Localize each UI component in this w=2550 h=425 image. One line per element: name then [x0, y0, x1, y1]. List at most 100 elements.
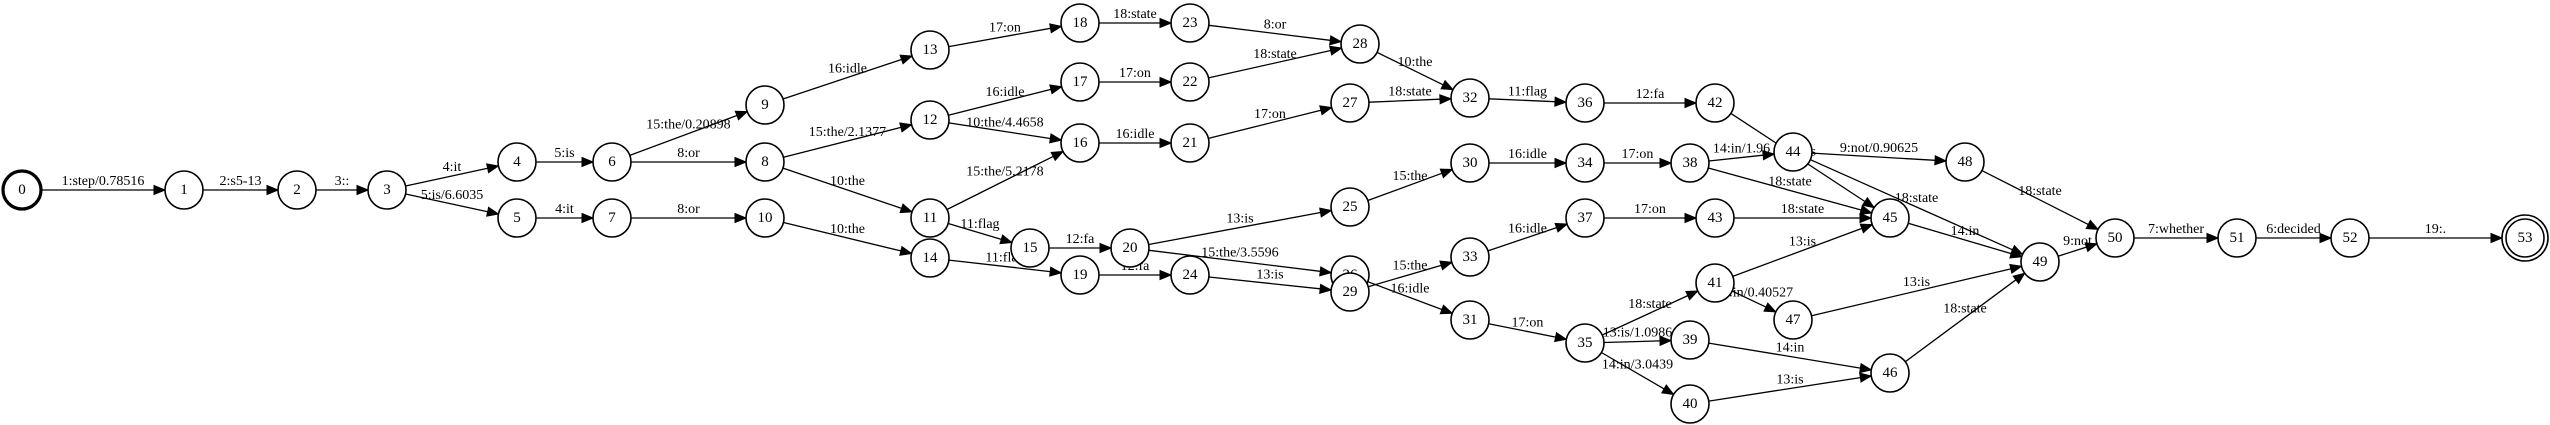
state-circle	[497, 142, 537, 182]
edge-20-26: 15:the/3.5596	[1148, 246, 1333, 277]
edge-label: 14:in	[1951, 224, 1980, 239]
state-label: 43	[1708, 210, 1723, 226]
state-label: 40	[1683, 396, 1698, 412]
edge-label: 10:the	[830, 222, 865, 237]
state-circle	[910, 30, 950, 70]
edge-line	[783, 126, 902, 158]
edge-34-38: 17:on	[1604, 147, 1673, 169]
arrowhead-icon	[1859, 372, 1873, 383]
arrowhead-icon	[153, 184, 167, 196]
state-node-10: 10	[745, 198, 785, 238]
edge-35-39: 13:is/1.0986	[1603, 326, 1673, 347]
edge-label: 18:state	[1895, 191, 1939, 206]
state-label: 23	[1183, 15, 1198, 31]
edge-line	[1488, 323, 1556, 338]
state-circle	[1773, 300, 1813, 340]
arrowhead-icon	[1049, 23, 1063, 34]
arrowhead-icon	[1439, 94, 1453, 105]
state-label: 42	[1708, 95, 1723, 111]
edge-21-27: 17:on	[1208, 105, 1333, 140]
state-label: 13	[923, 42, 938, 58]
edge-label: 16:idle	[828, 62, 867, 77]
state-label: 10	[758, 210, 773, 226]
arrowhead-icon	[2319, 232, 2333, 244]
state-label: 39	[1683, 332, 1698, 348]
edge-label: 15:the	[1393, 169, 1428, 184]
edge-line	[782, 58, 902, 100]
arrowhead-icon	[356, 184, 370, 196]
edge-line	[1488, 98, 1556, 103]
arrowhead-icon	[1439, 304, 1454, 315]
edge-line	[1732, 227, 1863, 278]
edge-44-49: 18:state	[1810, 159, 2024, 255]
state-label: 9	[761, 97, 769, 113]
edge-label: 10:the	[830, 174, 865, 189]
state-circle	[1695, 83, 1735, 123]
state-circle	[1, 169, 43, 211]
state-circle	[1170, 123, 1210, 163]
state-circle	[745, 85, 785, 125]
arrowhead-icon	[1159, 137, 1173, 149]
state-label: 14	[923, 250, 939, 266]
state-label: 20	[1123, 240, 1138, 256]
edge-label: 18:state	[1253, 47, 1297, 62]
edge-line	[1904, 279, 2017, 363]
arrowhead-icon	[899, 122, 913, 133]
state-label: 49	[2033, 254, 2048, 270]
edge-line	[948, 122, 1051, 140]
edge-label: 18:state	[1628, 297, 1672, 312]
edge-46-49: 18:state	[1904, 272, 2026, 363]
edge-line	[948, 88, 1052, 116]
arrowhead-icon	[1859, 204, 1873, 215]
arrowhead-icon	[1159, 76, 1173, 88]
state-node-1: 1	[164, 170, 204, 210]
state-node-34: 34	[1565, 143, 1605, 183]
state-label: 5	[513, 210, 521, 226]
edge-label: 18:state	[2018, 184, 2062, 199]
state-node-6: 6	[592, 142, 632, 182]
state-circle	[1870, 198, 1910, 238]
state-label: 21	[1183, 135, 1198, 151]
edge-0-1: 1:step/0.78516	[41, 174, 167, 196]
arrowhead-icon	[1159, 269, 1173, 281]
edge-label: 18:state	[1388, 85, 1432, 100]
state-node-35: 35	[1565, 323, 1605, 363]
arrowhead-icon	[1319, 266, 1333, 277]
state-node-51: 51	[2217, 218, 2257, 258]
state-circle	[910, 198, 950, 238]
arrowhead-icon	[1439, 260, 1454, 271]
edge-label: 16:idle	[986, 85, 1025, 100]
edge-50-51: 7:whether	[2134, 222, 2220, 244]
arrowhead-icon	[2490, 232, 2504, 244]
state-label: 11	[923, 210, 937, 226]
state-circle	[164, 170, 204, 210]
state-label: 34	[1578, 155, 1594, 171]
edge-label: 13:is/1.0986	[1603, 326, 1673, 341]
edge-35-41: 18:state	[1602, 290, 1699, 336]
state-label: 30	[1463, 155, 1478, 171]
edge-25-30: 15:the	[1367, 168, 1454, 202]
edge-label: 2:s5-13	[220, 174, 262, 189]
state-node-46: 46	[1870, 353, 1910, 393]
state-node-39: 39	[1670, 320, 1710, 360]
state-node-23: 23	[1170, 3, 1210, 43]
edge-label: 15:the/5.2178	[966, 165, 1043, 180]
state-label: 27	[1343, 95, 1359, 111]
edge-line	[1208, 276, 1321, 290]
edge-line	[1487, 226, 1557, 252]
state-circle	[1060, 62, 1100, 102]
edge-label: 19:.	[2425, 222, 2446, 237]
state-label: 25	[1343, 199, 1358, 215]
edge-11-15: 11:flag	[948, 217, 1014, 245]
state-node-20: 20	[1110, 228, 1150, 268]
state-circle	[910, 100, 950, 140]
state-node-32: 32	[1450, 78, 1490, 118]
arrowhead-icon	[734, 156, 748, 168]
state-label: 38	[1683, 155, 1698, 171]
state-node-3: 3	[367, 170, 407, 210]
state-circle	[1565, 83, 1605, 123]
state-circle	[1670, 143, 1710, 183]
state-node-48: 48	[1945, 142, 1985, 182]
state-node-27: 27	[1330, 83, 1370, 123]
edge-51-52: 6:decided	[2256, 222, 2333, 244]
